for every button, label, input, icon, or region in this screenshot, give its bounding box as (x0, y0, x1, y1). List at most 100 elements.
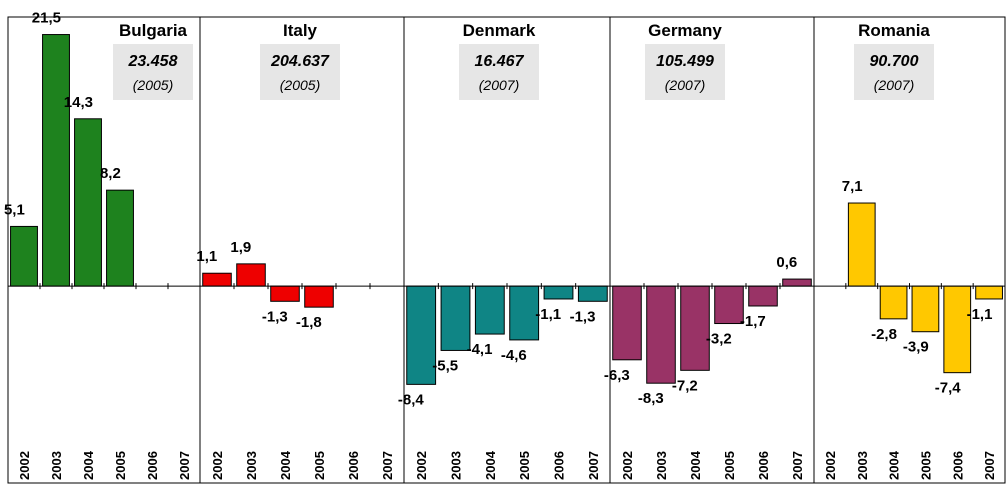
panel-note: (2005) (133, 77, 173, 93)
x-tick-label: 2003 (855, 451, 870, 480)
panel-title: Romania (858, 21, 930, 40)
x-tick-label: 2004 (887, 450, 902, 480)
x-tick-label: 2007 (982, 451, 997, 480)
x-tick-label: 2004 (688, 450, 703, 480)
data-label: 7,1 (842, 178, 863, 195)
x-tick-label: 2006 (346, 451, 361, 480)
data-label: -1,7 (740, 313, 766, 330)
data-label: -3,9 (903, 339, 929, 356)
bar (748, 285, 778, 307)
bar (543, 285, 574, 300)
bar (646, 285, 676, 384)
x-tick-label: 2002 (414, 451, 429, 480)
x-tick-label: 2004 (483, 450, 498, 480)
bar (782, 278, 812, 287)
bar (440, 285, 471, 351)
data-label: 8,2 (100, 165, 121, 182)
x-tick-label: 2004 (81, 450, 96, 480)
x-tick-label: 2003 (654, 451, 669, 480)
data-label: -6,3 (604, 367, 630, 384)
subtitle-box (459, 44, 539, 100)
x-tick-label: 2007 (380, 451, 395, 480)
bar (42, 34, 70, 287)
data-label: 14,3 (64, 94, 93, 111)
bar (680, 285, 710, 371)
data-label: 0,6 (776, 254, 797, 271)
data-label: -1,3 (262, 308, 288, 325)
data-label: -4,1 (467, 341, 493, 358)
data-label: -8,4 (398, 391, 425, 408)
x-tick-label: 2003 (449, 451, 464, 480)
panel-note: (2007) (479, 77, 519, 93)
frame (7, 16, 1006, 484)
data-label: -4,6 (501, 347, 527, 364)
data-label: -7,4 (935, 380, 962, 397)
x-tick-label: 2006 (552, 451, 567, 480)
x-tick-label: 2005 (918, 451, 933, 480)
bar (847, 202, 876, 287)
data-label: -3,2 (706, 331, 732, 348)
bar (509, 285, 540, 341)
data-label: -1,1 (535, 306, 561, 323)
bar (270, 285, 300, 302)
x-tick-label: 2002 (17, 451, 32, 480)
bar (879, 285, 908, 320)
x-tick-label: 2006 (950, 451, 965, 480)
x-tick-label: 2005 (722, 451, 737, 480)
x-tick-label: 2003 (49, 451, 64, 480)
panel-subtitle: 204.637 (270, 53, 330, 70)
x-tick-label: 2003 (244, 451, 259, 480)
x-tick-label: 2007 (177, 451, 192, 480)
panel-subtitle: 90.700 (870, 53, 919, 70)
data-label: 1,1 (196, 248, 217, 265)
panel-subtitle: 105.499 (656, 53, 714, 70)
data-label: -1,3 (570, 308, 596, 325)
subtitle-box (854, 44, 934, 100)
data-label: -1,1 (967, 306, 993, 323)
panel-title: Denmark (463, 21, 536, 40)
x-tick-label: 2005 (517, 451, 532, 480)
data-label: -2,8 (871, 326, 897, 343)
subtitle-box (113, 44, 193, 100)
panel-note: (2007) (874, 77, 914, 93)
bar (236, 263, 266, 287)
subtitle-box (645, 44, 725, 100)
x-tick-label: 2004 (278, 450, 293, 480)
bar (975, 285, 1003, 300)
x-tick-label: 2007 (586, 451, 601, 480)
bar (474, 285, 505, 335)
panel-subtitle: 23.458 (128, 53, 178, 70)
data-label: 21,5 (32, 10, 61, 27)
data-label: -1,8 (296, 314, 322, 331)
bar (406, 285, 437, 385)
panel-title: Germany (648, 21, 722, 40)
data-label: -8,3 (638, 390, 664, 407)
x-tick-label: 2005 (113, 451, 128, 480)
bar (577, 285, 608, 302)
panel-subtitle: 16.467 (475, 53, 525, 70)
x-tick-label: 2002 (823, 451, 838, 480)
x-tick-label: 2002 (210, 451, 225, 480)
panel-title: Italy (283, 21, 318, 40)
panel-note: (2005) (280, 77, 320, 93)
x-tick-label: 2007 (790, 451, 805, 480)
panel-title: Bulgaria (119, 21, 188, 40)
bar (612, 285, 642, 361)
data-label: 1,9 (230, 239, 251, 256)
data-label: -5,5 (432, 357, 458, 374)
x-tick-label: 2006 (145, 451, 160, 480)
bar (304, 285, 334, 308)
data-label: -7,2 (672, 377, 698, 394)
subtitle-box (260, 44, 340, 100)
panel-note: (2007) (665, 77, 705, 93)
bar (106, 189, 134, 287)
data-label: 5,1 (4, 201, 25, 218)
bar (74, 118, 102, 287)
x-tick-label: 2005 (312, 451, 327, 480)
bar (911, 285, 940, 333)
bar (943, 285, 972, 374)
x-tick-label: 2006 (756, 451, 771, 480)
bar (10, 225, 38, 287)
bar (202, 272, 232, 287)
